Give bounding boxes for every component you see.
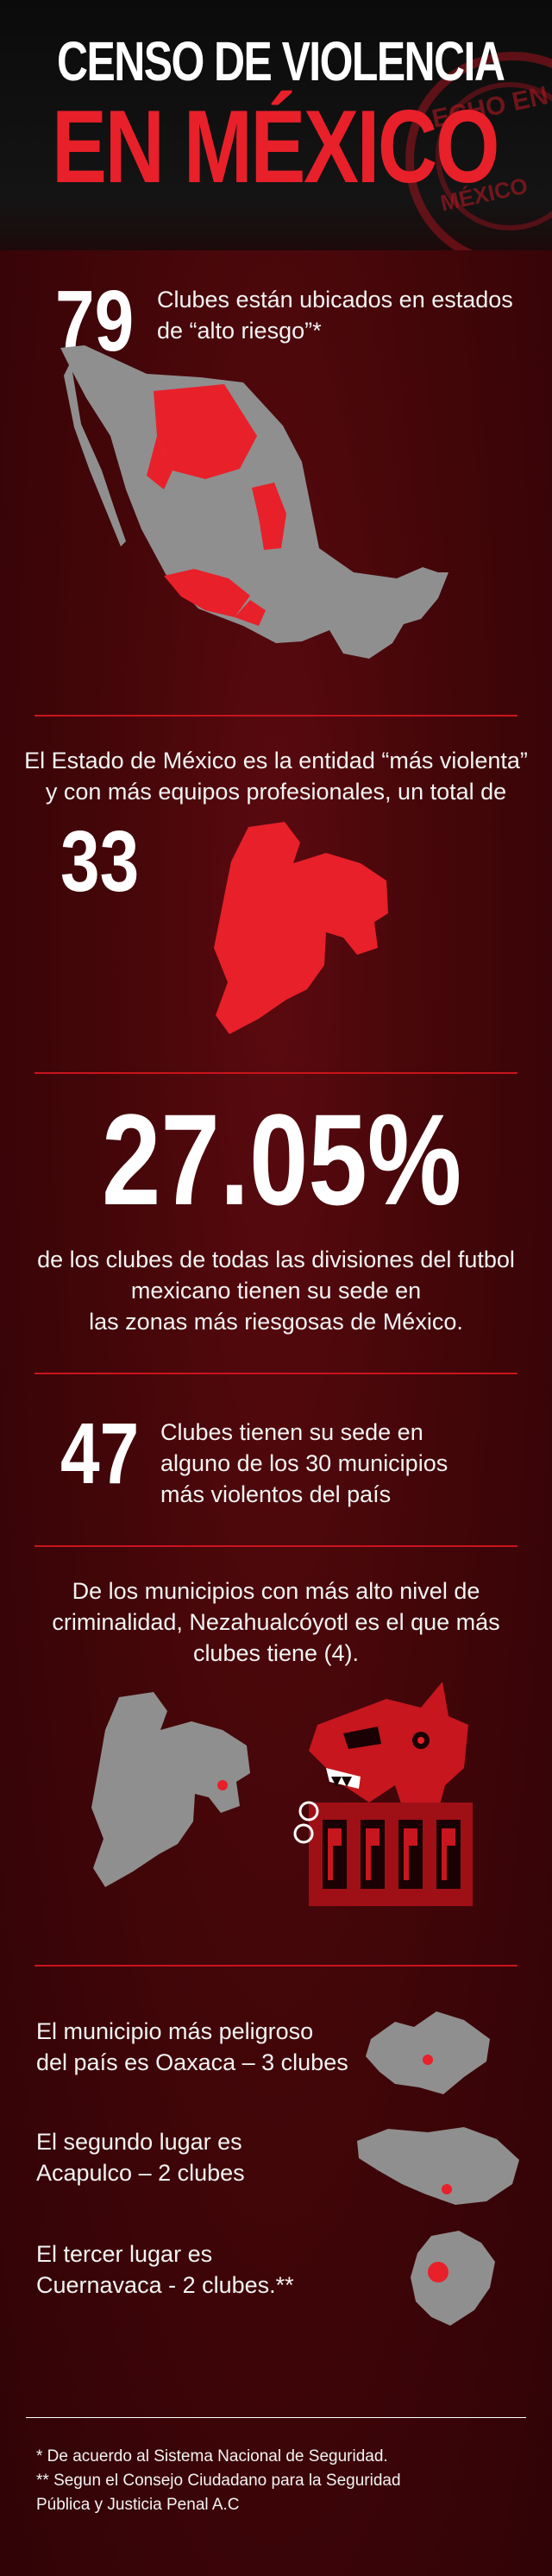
section2-text-line2: y con más equipos profesionales, un tota…: [45, 779, 507, 805]
divider-3: [34, 1373, 518, 1374]
section5-text-line1: De los municipios con más alto nivel de: [72, 1578, 480, 1604]
section4-text-line2: alguno de los 30 municipios: [160, 1450, 448, 1476]
stat-27-05-percent: 27.05%: [102, 1087, 462, 1232]
cuernavaca-text-line2: Cuernavaca - 2 clubes.**: [36, 2272, 294, 2298]
stat-33: 33: [60, 813, 140, 910]
aztec-coyote-glyph-icon: [293, 1682, 473, 1906]
section3-text-line3: las zonas más riesgosas de México.: [89, 1309, 463, 1335]
cuernavaca-map-icon: [411, 2231, 495, 2326]
section4-text-line1: Clubes tienen su sede en: [160, 1419, 423, 1445]
title-line-1: CENSO DE VIOLENCIA: [57, 30, 505, 92]
divider-4: [34, 1545, 518, 1547]
section3-text-line2: mexicano tienen su sede en: [130, 1278, 422, 1304]
oaxaca-text-line2: del país es Oaxaca – 3 clubes: [36, 2049, 348, 2075]
oaxaca-map-icon: [366, 2011, 490, 2094]
section3-text-line1: de los clubes de todas las divisiones de…: [37, 1247, 515, 1272]
footnote-2: ** Segun el Consejo Ciudadano para la Se…: [36, 2472, 401, 2490]
footnote-divider: [26, 2417, 526, 2418]
cuernavaca-text-line1: El tercer lugar es: [36, 2241, 213, 2267]
section5-text-line3: clubes tiene (4).: [192, 1640, 360, 1666]
stat-47: 47: [60, 1405, 140, 1502]
footnote-3: Pública y Justicia Penal A.C: [36, 2496, 240, 2514]
nezahualcoyotl-map-icon: [91, 1692, 250, 1887]
estado-de-mexico-map-icon: [214, 822, 388, 1034]
title-line-2: EN MÉXICO: [52, 89, 500, 205]
divider-5: [34, 1965, 518, 1967]
footnote-1: * De acuerdo al Sistema Nacional de Segu…: [36, 2447, 388, 2466]
section2-text-line1: El Estado de México es la entidad “más v…: [24, 748, 528, 773]
acapulco-text-line1: El segundo lugar es: [36, 2129, 242, 2155]
divider-2: [34, 1072, 518, 1074]
section1-text-line1: Clubes están ubicados en estados: [157, 287, 513, 313]
section4-text-line3: más violentos del país: [160, 1481, 392, 1507]
header: ECHO EN MÉXICO CENSO DE VIOLENCIA EN MÉX…: [0, 0, 552, 250]
acapulco-text-line2: Acapulco – 2 clubes: [36, 2160, 245, 2186]
section1-text-line2: de “alto riesgo”*: [157, 318, 322, 344]
section5-text-line2: criminalidad, Nezahualcóyotl es el que m…: [52, 1609, 500, 1635]
mexico-map-icon: [60, 345, 448, 659]
divider-1: [34, 715, 518, 717]
acapulco-map-icon: [357, 2127, 519, 2205]
oaxaca-text-line1: El municipio más peligroso: [36, 2018, 314, 2044]
